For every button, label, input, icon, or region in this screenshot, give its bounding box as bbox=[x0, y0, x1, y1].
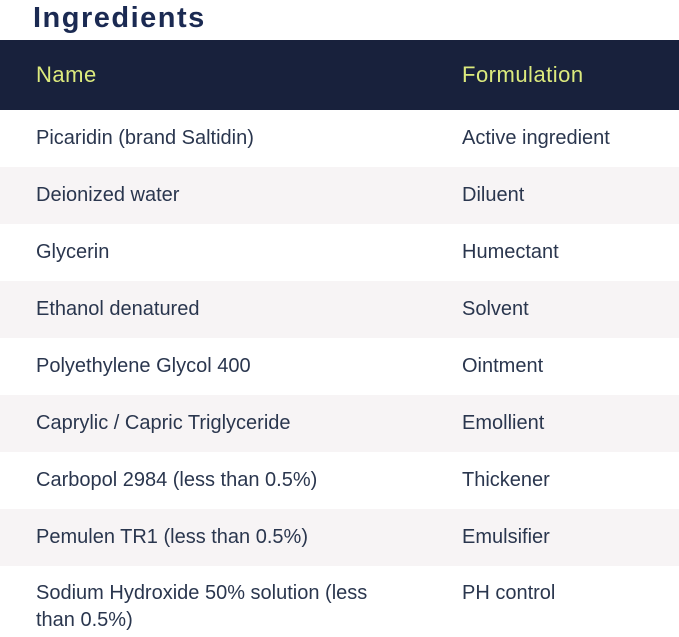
name-cell: Glycerin bbox=[36, 241, 110, 263]
table-body: Picaridin (brand Saltidin) Active ingred… bbox=[0, 110, 679, 637]
formulation-cell: Thickener bbox=[462, 469, 550, 491]
formulation-cell: PH control bbox=[462, 582, 556, 604]
name-cell: Ethanol denatured bbox=[36, 298, 200, 320]
page-title: Ingredients bbox=[33, 2, 206, 34]
table-header-row: Name Formulation bbox=[0, 40, 679, 110]
name-cell: Polyethylene Glycol 400 bbox=[36, 355, 251, 377]
table-row: Ethanol denatured Solvent bbox=[0, 281, 679, 338]
title-bar: Ingredients bbox=[0, 0, 679, 40]
table-row: Sodium Hydroxide 50% solution (less than… bbox=[0, 566, 679, 637]
table-row: Caprylic / Capric Triglyceride Emollient bbox=[0, 395, 679, 452]
column-header-formulation: Formulation bbox=[462, 62, 584, 87]
formulation-cell: Humectant bbox=[462, 241, 559, 263]
name-cell: Pemulen TR1 (less than 0.5%) bbox=[36, 526, 308, 548]
ingredients-table: Name Formulation Picaridin (brand Saltid… bbox=[0, 40, 679, 637]
formulation-cell: Active ingredient bbox=[462, 127, 610, 149]
table-row: Glycerin Humectant bbox=[0, 224, 679, 281]
formulation-cell: Ointment bbox=[462, 355, 544, 377]
name-cell: Deionized water bbox=[36, 184, 180, 206]
name-cell: Caprylic / Capric Triglyceride bbox=[36, 412, 291, 434]
table-row: Picaridin (brand Saltidin) Active ingred… bbox=[0, 110, 679, 167]
column-header-name: Name bbox=[36, 62, 97, 87]
table-row: Polyethylene Glycol 400 Ointment bbox=[0, 338, 679, 395]
name-cell: Sodium Hydroxide 50% solution (less than… bbox=[36, 582, 368, 631]
table-row: Pemulen TR1 (less than 0.5%) Emulsifier bbox=[0, 509, 679, 566]
name-cell: Picaridin (brand Saltidin) bbox=[36, 127, 254, 149]
table-row: Carbopol 2984 (less than 0.5%) Thickener bbox=[0, 452, 679, 509]
name-cell: Carbopol 2984 (less than 0.5%) bbox=[36, 469, 318, 491]
table-row: Deionized water Diluent bbox=[0, 167, 679, 224]
formulation-cell: Emulsifier bbox=[462, 526, 550, 548]
formulation-cell: Diluent bbox=[462, 184, 525, 206]
formulation-cell: Solvent bbox=[462, 298, 529, 320]
formulation-cell: Emollient bbox=[462, 412, 545, 434]
